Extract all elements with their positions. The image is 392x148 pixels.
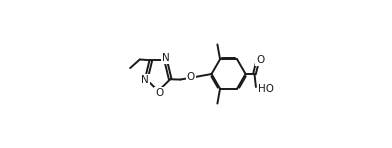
Text: HO: HO (258, 83, 274, 94)
Text: O: O (187, 72, 195, 82)
Text: N: N (162, 53, 169, 63)
Text: O: O (155, 87, 163, 98)
Text: N: N (141, 75, 149, 85)
Text: O: O (256, 55, 265, 65)
